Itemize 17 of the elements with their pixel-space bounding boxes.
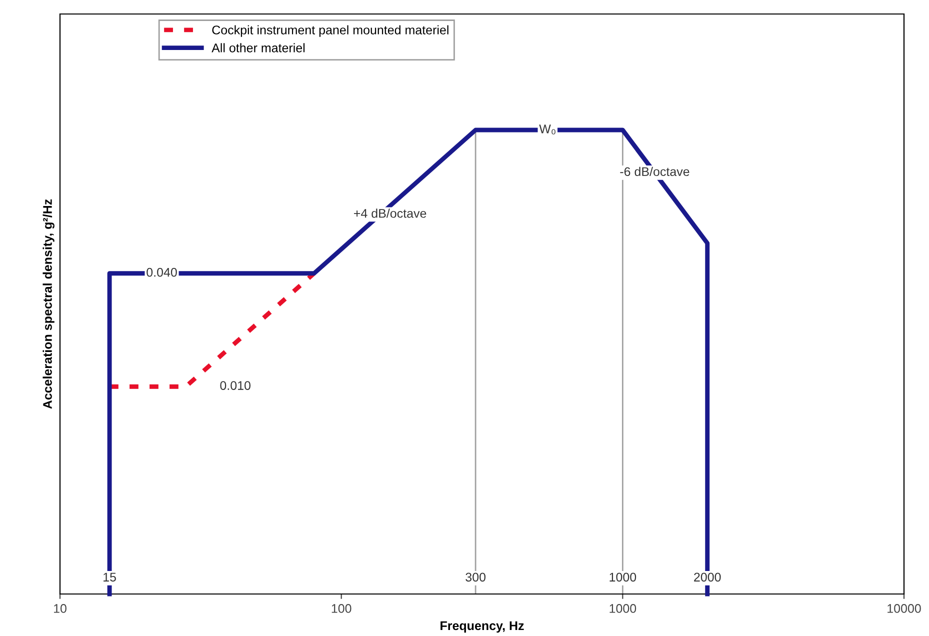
annotation: 0.010 [220,381,250,390]
annotation: 1000 [610,572,636,582]
y-axis-title: Acceleration spectral density, g²/Hz [42,199,54,409]
annotation: 0.040 [146,268,177,277]
x-tick-label: 10 [54,604,66,613]
annotation: 2000 [694,572,721,582]
x-tick-label: 10000 [888,604,921,613]
x-tick-label: 1000 [610,604,636,613]
legend-label: Cockpit instrument panel mounted materiel [212,25,448,37]
annotation: W₀ [539,124,556,134]
legend-label: All other materiel [212,43,305,52]
annotation: +4 dB/octave [354,208,426,218]
annotation: 300 [466,572,486,582]
annotation: 15 [104,572,116,582]
x-axis-title: Frequency, Hz [440,621,524,633]
annotation: -6 dB/octave [620,166,690,176]
x-tick-label: 100 [332,604,352,613]
